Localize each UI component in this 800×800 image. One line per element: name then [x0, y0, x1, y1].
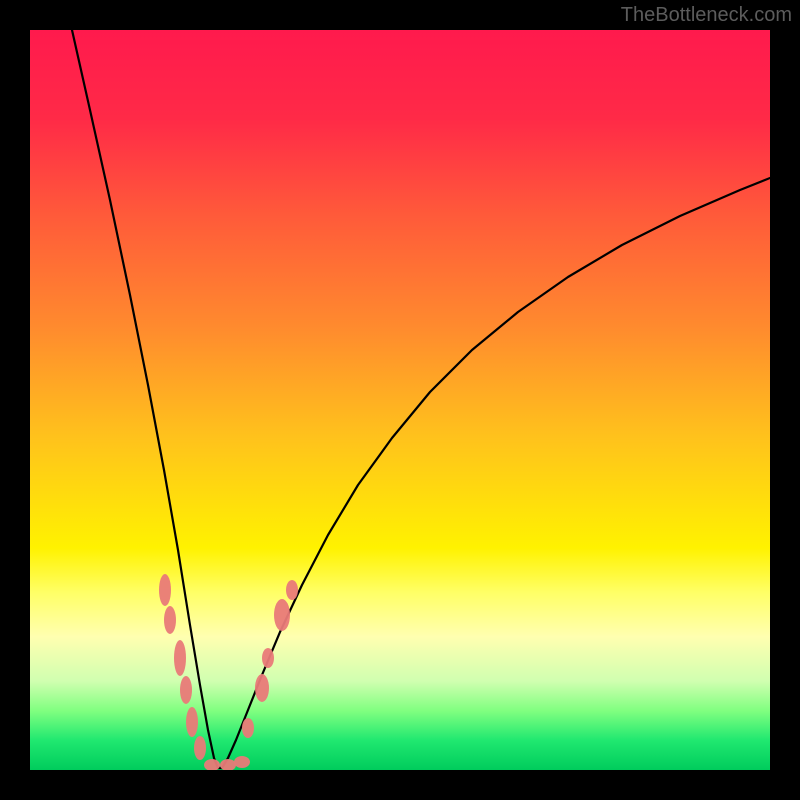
gradient-background [30, 30, 770, 770]
chart-container: TheBottleneck.com [0, 0, 800, 800]
bottleneck-chart [30, 30, 770, 770]
watermark-text: TheBottleneck.com [621, 4, 792, 27]
curve-marker [234, 756, 250, 768]
curve-marker [186, 707, 198, 737]
curve-marker [174, 640, 186, 676]
curve-marker [274, 599, 290, 631]
curve-marker [159, 574, 171, 606]
curve-marker [194, 736, 206, 760]
curve-marker [180, 676, 192, 704]
curve-marker [286, 580, 298, 600]
curve-marker [164, 606, 176, 634]
curve-marker [262, 648, 274, 668]
curve-marker [242, 718, 254, 738]
curve-marker [255, 674, 269, 702]
